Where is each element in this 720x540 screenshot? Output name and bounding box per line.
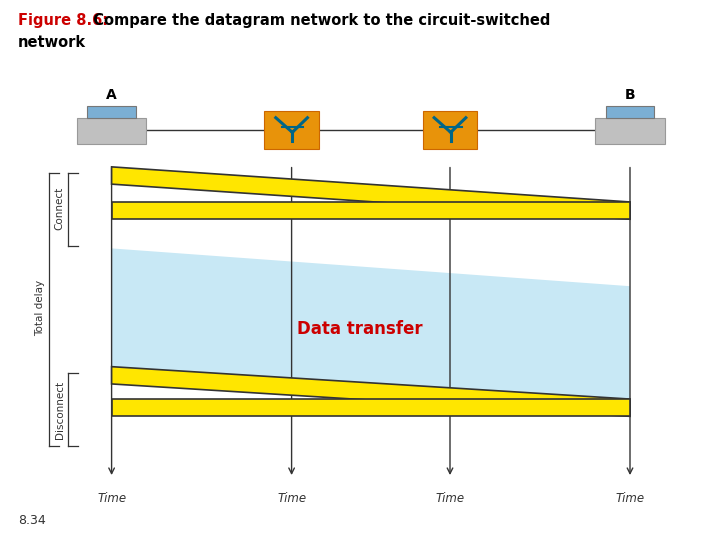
FancyBboxPatch shape xyxy=(606,106,654,118)
Text: Time: Time xyxy=(616,492,644,505)
Polygon shape xyxy=(112,367,630,416)
Text: Figure 8.6:: Figure 8.6: xyxy=(18,14,108,29)
Text: Time: Time xyxy=(436,492,464,505)
Text: network: network xyxy=(18,35,86,50)
Polygon shape xyxy=(112,399,630,416)
FancyBboxPatch shape xyxy=(595,118,665,144)
FancyBboxPatch shape xyxy=(264,111,319,148)
FancyBboxPatch shape xyxy=(87,106,136,118)
Text: Time: Time xyxy=(277,492,306,505)
FancyBboxPatch shape xyxy=(423,111,477,148)
Text: B: B xyxy=(625,87,635,102)
Polygon shape xyxy=(112,167,630,219)
Polygon shape xyxy=(112,248,630,408)
Text: Disconnect: Disconnect xyxy=(55,381,65,440)
Text: A: A xyxy=(107,87,117,102)
Text: Connect: Connect xyxy=(55,186,65,230)
Text: Total delay: Total delay xyxy=(35,280,45,336)
Text: Data transfer: Data transfer xyxy=(297,320,423,338)
FancyBboxPatch shape xyxy=(77,118,146,144)
Text: Time: Time xyxy=(97,492,126,505)
Polygon shape xyxy=(112,202,630,219)
Text: 8.34: 8.34 xyxy=(18,514,46,526)
Text: Compare the datagram network to the circuit-switched: Compare the datagram network to the circ… xyxy=(83,14,550,29)
